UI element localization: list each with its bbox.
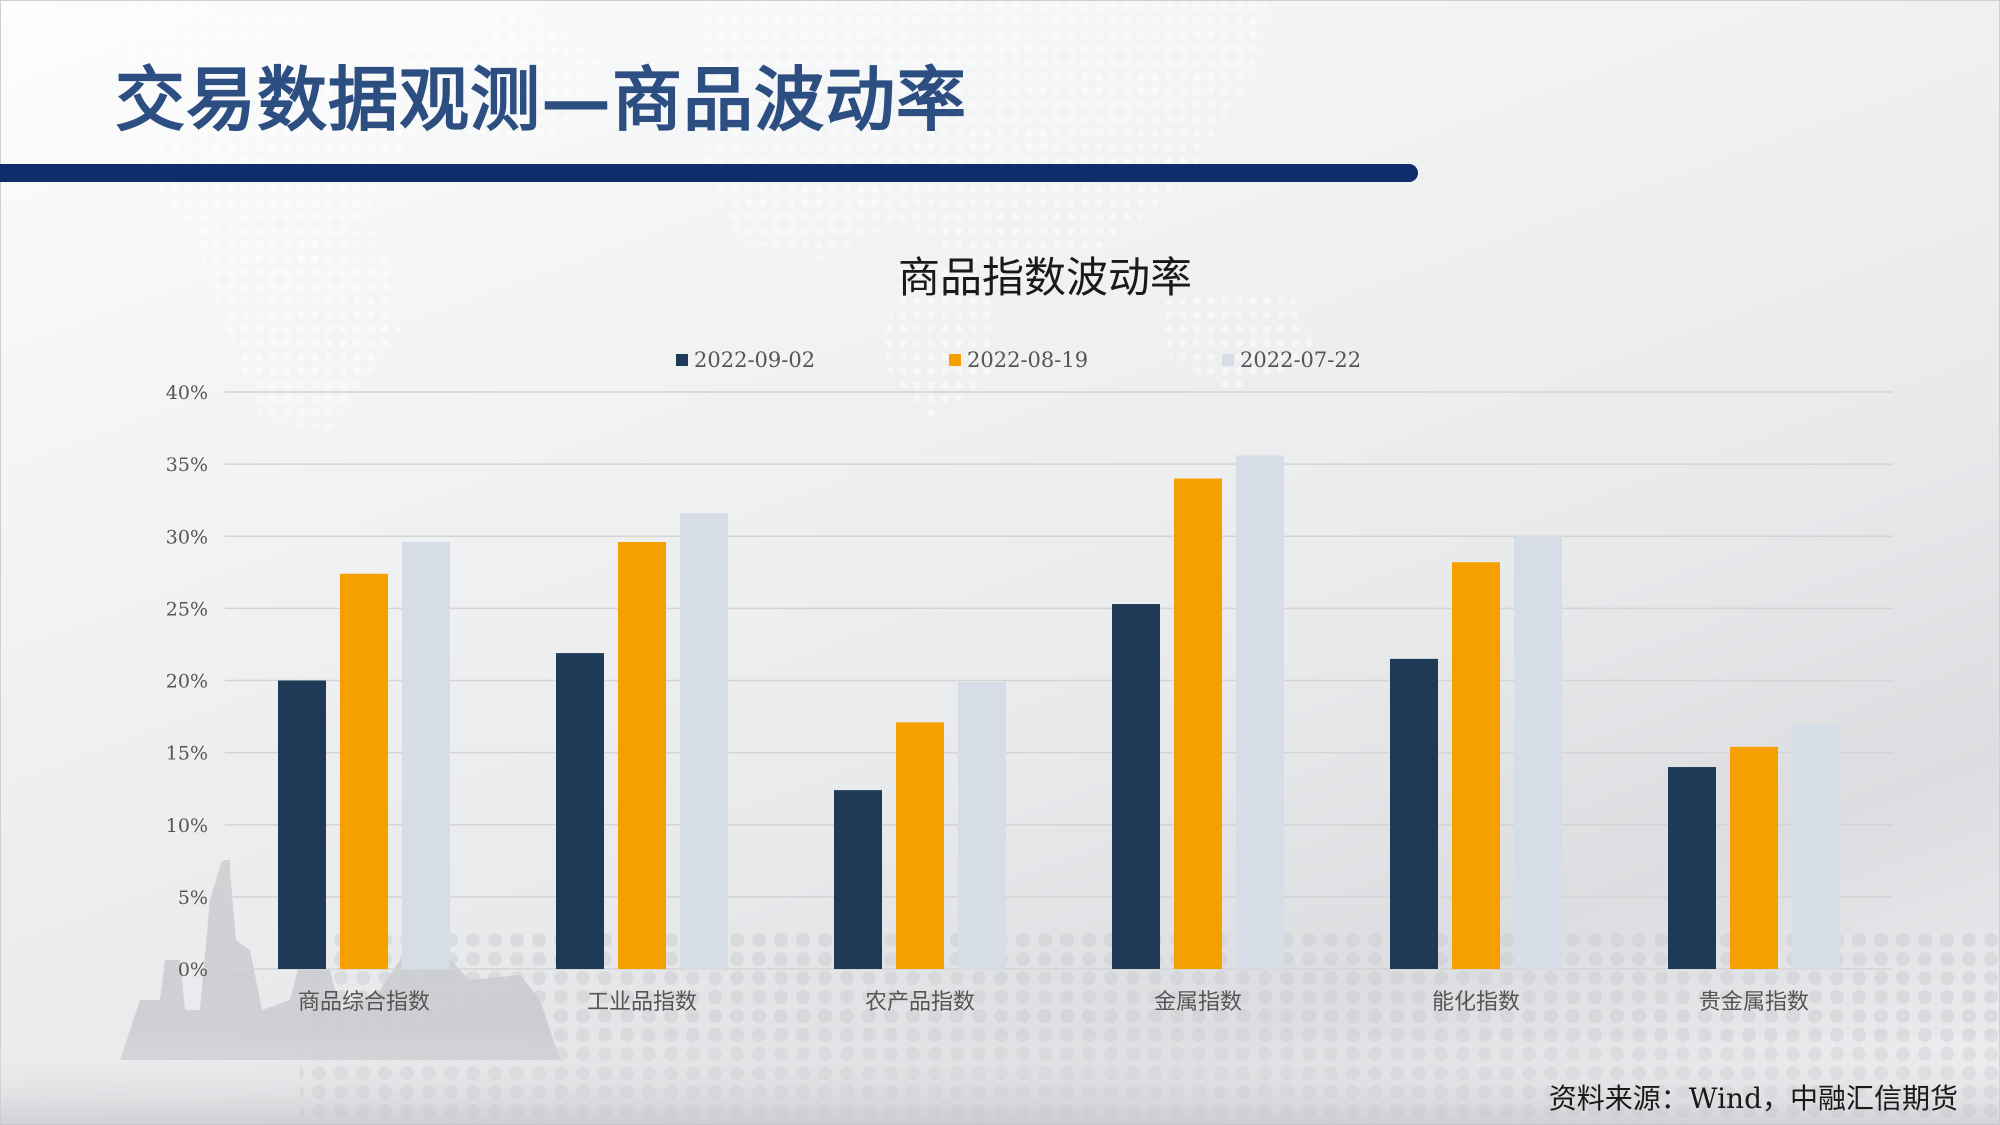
slide-title: 交易数据观测—商品波动率 xyxy=(115,58,967,141)
chart-title: 商品指数波动率 xyxy=(897,253,1192,302)
y-tick-label: 20% xyxy=(166,671,208,693)
bar-2022-07-22-1 xyxy=(680,513,728,969)
legend-label-series-2: 2022-07-22 xyxy=(1240,348,1362,372)
title-rule xyxy=(0,164,1418,182)
legend-swatch-series-2 xyxy=(1222,354,1234,366)
bar-2022-08-19-4 xyxy=(1452,562,1500,969)
legend-label-series-1: 2022-08-19 xyxy=(967,348,1089,372)
bar-2022-08-19-0 xyxy=(340,573,388,969)
bar-2022-09-02-3 xyxy=(1112,604,1160,969)
y-tick-label: 35% xyxy=(166,454,208,476)
y-tick-label: 40% xyxy=(166,382,208,404)
bar-2022-07-22-0 xyxy=(402,542,450,969)
bar-2022-08-19-1 xyxy=(618,542,666,969)
x-tick-label: 农产品指数 xyxy=(865,990,975,1015)
source-note: 资料来源：Wind，中融汇信期货 xyxy=(1548,1082,1958,1115)
legend-label-series-0: 2022-09-02 xyxy=(694,348,816,372)
bar-2022-09-02-0 xyxy=(278,680,326,969)
bar-2022-09-02-2 xyxy=(834,790,882,969)
legend-swatch-series-1 xyxy=(949,354,961,366)
x-tick-label: 能化指数 xyxy=(1432,990,1520,1015)
x-tick-label: 金属指数 xyxy=(1154,990,1242,1015)
y-tick-label: 0% xyxy=(178,959,208,981)
bar-2022-09-02-4 xyxy=(1390,658,1438,969)
x-tick-label: 商品综合指数 xyxy=(298,990,430,1015)
x-tick-label: 工业品指数 xyxy=(587,990,697,1015)
bar-2022-08-19-3 xyxy=(1174,478,1222,969)
y-tick-label: 5% xyxy=(178,887,208,909)
bar-2022-07-22-3 xyxy=(1236,455,1284,970)
y-tick-label: 25% xyxy=(166,598,208,620)
chart-legend: 2022-09-02 2022-08-19 2022-07-22 xyxy=(0,348,2000,378)
legend-swatch-series-0 xyxy=(676,354,688,366)
bar-2022-07-22-2 xyxy=(958,681,1006,969)
world-map-dots xyxy=(120,0,1320,430)
bar-2022-07-22-5 xyxy=(1792,725,1840,969)
bar-2022-08-19-5 xyxy=(1730,746,1778,969)
bar-2022-09-02-1 xyxy=(556,653,604,969)
legend-item-series-2: 2022-07-22 xyxy=(1222,348,1361,372)
bar-2022-07-22-4 xyxy=(1514,536,1562,969)
y-tick-label: 10% xyxy=(166,815,208,837)
bar-2022-08-19-2 xyxy=(896,722,944,969)
bar-2022-09-02-5 xyxy=(1668,767,1716,969)
y-tick-label: 30% xyxy=(166,526,208,548)
legend-item-series-0: 2022-09-02 xyxy=(676,348,815,372)
x-tick-label: 贵金属指数 xyxy=(1699,990,1809,1015)
legend-item-series-1: 2022-08-19 xyxy=(949,348,1088,372)
y-tick-label: 15% xyxy=(166,743,208,765)
